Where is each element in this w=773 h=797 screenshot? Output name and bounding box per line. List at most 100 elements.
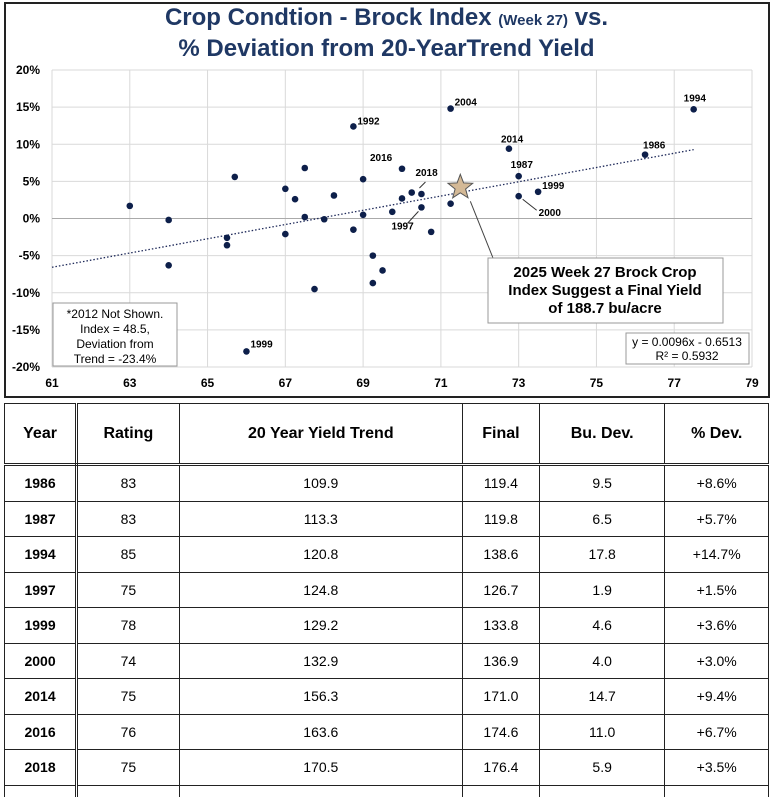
table-row: 1987 83 113.3 119.8 6.5 +5.7% [3, 500, 769, 537]
x-tick-label: 69 [356, 376, 370, 390]
callout-box [487, 257, 724, 324]
data-point [398, 165, 406, 173]
table-cell: 75 [76, 749, 180, 786]
point-label: 1997 [391, 221, 414, 232]
point-label: 2004 [455, 98, 478, 109]
table-cell: 75 [76, 678, 180, 715]
table-row: 2016 76 163.6 174.6 11.0 +6.7% [3, 713, 769, 750]
data-point [534, 188, 542, 196]
point-label: 1992 [357, 116, 380, 127]
data-point [243, 348, 250, 355]
table-cell: 76 [76, 713, 180, 750]
table-row: 1986 83 109.9 119.4 9.5 +8.6% [3, 464, 769, 502]
table-cell: 163.6 [178, 713, 463, 750]
data-point [282, 230, 289, 238]
table-cell: +9.4% [664, 678, 769, 715]
table-cell: 17.8 [538, 536, 666, 573]
x-tick-label: 67 [279, 376, 293, 390]
data-point [690, 106, 697, 113]
table-cell: 83 [76, 464, 180, 502]
table-row: 2000 74 132.9 136.9 4.0 +3.0% [3, 642, 769, 679]
table-cell: 78 [76, 607, 180, 644]
point-label: 1999 [542, 181, 565, 192]
x-tick-label: 71 [434, 376, 448, 390]
yield-table: Year Rating 20 Year Yield Trend Final Bu. De… [3, 403, 769, 797]
y-tick-label: 5% [23, 174, 41, 188]
table-header-row: Year Rating 20 Year Yield Trend Final Bu. De… [3, 403, 769, 466]
table-cell: 182.3 [178, 784, 463, 797]
table-row: 2018 75 170.5 176.4 5.9 +3.5% [3, 749, 769, 786]
table-cell: 83 [76, 500, 180, 537]
table-cell: 4.0 [538, 642, 666, 679]
data-point [291, 195, 299, 203]
table-cell: 138.6 [461, 536, 540, 573]
data-point [330, 192, 338, 199]
data-point [350, 226, 357, 233]
table-cell: 126.7 [461, 571, 540, 608]
table-cell: 74 [76, 784, 180, 797]
data-point [359, 175, 367, 183]
table-cell: 119.4 [461, 464, 540, 502]
data-point [447, 105, 454, 112]
table-cell: 171.0 [461, 678, 540, 715]
table-body: 1986 83 109.9 119.4 9.5 +8.6% 1987 83 113.3 119.8… [3, 464, 769, 797]
data-point [369, 279, 377, 287]
callout-text: of 188.7 bu/acre [548, 300, 661, 317]
data-point [359, 211, 367, 219]
table-cell: 136.9 [461, 642, 540, 679]
data-point [398, 195, 406, 202]
data-point [447, 200, 454, 207]
table-cell: +14.7% [664, 536, 769, 573]
table-cell: ?? [461, 784, 540, 797]
column-header: % Dev. [664, 403, 769, 466]
table-cell: 1987 [3, 500, 79, 537]
point-label: 1987 [511, 160, 534, 171]
data-point [379, 267, 386, 274]
table-cell: 1999 [3, 607, 79, 644]
x-tick-label: 79 [745, 376, 759, 390]
data-point [282, 185, 289, 193]
x-tick-label: 75 [590, 376, 604, 390]
data-point [165, 216, 172, 224]
table-cell: 176.4 [461, 749, 540, 786]
column-header: Final [461, 403, 540, 466]
x-tick-label: 65 [201, 376, 215, 390]
column-header: 20 Year Yield Trend [178, 403, 463, 466]
table-row: 1999 78 129.2 133.8 4.6 +3.6% [3, 607, 769, 644]
title-part1: Crop Condtion - Brock Index [164, 4, 499, 31]
y-tick-label: 20% [16, 63, 40, 77]
data-point [320, 215, 328, 223]
table-row: 202574182.3?????? [3, 784, 769, 797]
table-cell: 1986 [3, 464, 79, 502]
note-text: Index = 48.5, [80, 322, 150, 336]
point-label: 1986 [643, 141, 666, 152]
point-label: 2018 [415, 168, 438, 179]
data-point [515, 192, 522, 200]
table-cell: 9.5 [538, 464, 666, 502]
table-cell: ?? [538, 784, 666, 797]
data-point [311, 285, 318, 293]
table-cell: 2025 [3, 784, 79, 797]
table-cell: 75 [76, 571, 180, 608]
x-tick-label: 77 [668, 376, 682, 390]
table-cell: +5.7% [664, 500, 769, 537]
table-cell: +8.6% [664, 464, 769, 502]
table-row: 1997 75 124.8 126.7 1.9 +1.5% [3, 571, 769, 608]
title-week: (Week 27) [498, 12, 569, 29]
table-cell: +6.7% [664, 713, 769, 750]
label-arrow [407, 211, 419, 224]
y-tick-label: 10% [16, 137, 40, 151]
table-cell: 1.9 [538, 571, 666, 608]
x-tick-label: 61 [45, 376, 59, 390]
note-box [52, 302, 178, 367]
label-arrow [522, 198, 537, 211]
table-cell: 85 [76, 536, 180, 573]
title-part2: vs. [568, 4, 609, 31]
data-point [388, 208, 396, 216]
column-header: Bu. Dev. [538, 403, 666, 466]
table-cell: ?? [664, 784, 769, 797]
table-cell: 120.8 [178, 536, 463, 573]
callout-text: 2025 Week 27 Brock Crop [513, 264, 696, 281]
table-cell: +1.5% [664, 571, 769, 608]
